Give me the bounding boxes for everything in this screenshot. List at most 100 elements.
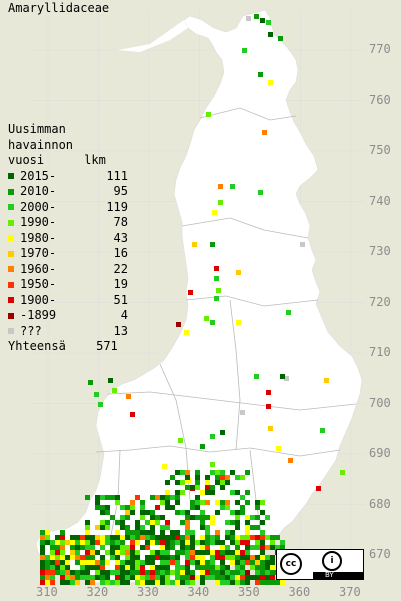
observation-square bbox=[98, 402, 103, 407]
observation-square bbox=[170, 545, 175, 550]
observation-square bbox=[95, 560, 100, 565]
observation-square bbox=[130, 540, 135, 545]
observation-square bbox=[270, 535, 275, 540]
observation-square bbox=[195, 560, 200, 565]
observation-square bbox=[220, 580, 225, 585]
observation-square bbox=[235, 535, 240, 540]
legend-total-label: Yhteensä bbox=[8, 339, 66, 353]
observation-square bbox=[165, 495, 170, 500]
legend-column-headers: vuosi lkm bbox=[8, 153, 128, 169]
observation-square bbox=[220, 470, 225, 475]
observation-square bbox=[200, 550, 205, 555]
observation-square bbox=[175, 495, 180, 500]
observation-square bbox=[215, 570, 220, 575]
legend-year: 1960- bbox=[20, 261, 57, 276]
observation-square bbox=[145, 555, 150, 560]
legend-year: 2010- bbox=[20, 184, 57, 198]
observation-square bbox=[170, 495, 175, 500]
legend-row: 1990- 78 bbox=[8, 215, 128, 231]
legend-col-year: vuosi bbox=[8, 153, 45, 167]
observation-square bbox=[200, 510, 205, 515]
observation-square bbox=[170, 540, 175, 545]
observation-square bbox=[255, 535, 260, 540]
observation-square bbox=[75, 535, 80, 540]
observation-square bbox=[215, 500, 220, 505]
observation-square bbox=[185, 540, 190, 545]
observation-square bbox=[230, 510, 235, 515]
observation-square bbox=[200, 575, 205, 580]
observation-square bbox=[150, 535, 155, 540]
observation-square bbox=[125, 535, 130, 540]
observation-square bbox=[170, 475, 175, 480]
observation-square bbox=[235, 555, 240, 560]
observation-square bbox=[135, 580, 140, 585]
observation-square bbox=[220, 500, 225, 505]
observation-square bbox=[180, 570, 185, 575]
legend-swatch bbox=[8, 250, 14, 257]
observation-square bbox=[240, 565, 245, 570]
observation-square bbox=[240, 540, 245, 545]
legend-swatch bbox=[8, 219, 14, 226]
observation-square bbox=[210, 515, 215, 520]
observation-square bbox=[200, 565, 205, 570]
observation-square bbox=[150, 495, 155, 500]
observation-square bbox=[70, 545, 75, 550]
observation-square bbox=[230, 580, 235, 585]
observation-square bbox=[155, 520, 160, 525]
observation-square bbox=[225, 530, 230, 535]
observation-square bbox=[85, 560, 90, 565]
y-axis-label: 670 bbox=[369, 547, 391, 561]
observation-square bbox=[145, 530, 150, 535]
observation-square bbox=[255, 555, 260, 560]
observation-square bbox=[165, 545, 170, 550]
observation-square bbox=[105, 575, 110, 580]
observation-square bbox=[195, 480, 200, 485]
observation-square bbox=[125, 555, 130, 560]
observation-square bbox=[235, 475, 240, 480]
y-axis-label: 700 bbox=[369, 395, 391, 410]
observation-square bbox=[115, 560, 120, 565]
observation-square bbox=[85, 530, 90, 535]
observation-square bbox=[150, 555, 155, 560]
observation-square bbox=[130, 555, 135, 560]
observation-square bbox=[85, 535, 90, 540]
observation-square bbox=[210, 555, 215, 560]
legend-swatch bbox=[8, 266, 14, 273]
observation-square bbox=[50, 540, 55, 545]
observation-square bbox=[105, 540, 110, 545]
observation-square bbox=[135, 570, 140, 575]
observation-square bbox=[185, 475, 190, 480]
observation-square bbox=[40, 575, 45, 580]
observation-square bbox=[80, 575, 85, 580]
observation-square bbox=[280, 540, 285, 545]
observation-square bbox=[265, 575, 270, 580]
observation-square bbox=[186, 478, 191, 483]
observation-square bbox=[125, 575, 130, 580]
y-axis-label: 720 bbox=[369, 294, 391, 309]
observation-square bbox=[210, 565, 215, 570]
observation-square bbox=[110, 555, 115, 560]
observation-square bbox=[65, 575, 70, 580]
observation-square bbox=[125, 545, 130, 550]
observation-square bbox=[206, 112, 211, 117]
observation-square bbox=[210, 470, 215, 475]
observation-square bbox=[88, 380, 93, 385]
observation-square bbox=[270, 555, 275, 560]
observation-square bbox=[340, 470, 345, 475]
observation-square bbox=[230, 530, 235, 535]
observation-square bbox=[265, 570, 270, 575]
observation-square bbox=[165, 575, 170, 580]
observation-square bbox=[75, 560, 80, 565]
observation-square bbox=[225, 555, 230, 560]
observation-square bbox=[145, 535, 150, 540]
observation-square bbox=[135, 565, 140, 570]
observation-square bbox=[215, 530, 220, 535]
observation-square bbox=[190, 540, 195, 545]
observation-square bbox=[60, 530, 65, 535]
observation-square bbox=[245, 500, 250, 505]
legend-year: 1990- bbox=[20, 215, 57, 229]
observation-square bbox=[242, 48, 247, 53]
y-axis-label: 690 bbox=[369, 446, 391, 460]
observation-square bbox=[225, 575, 230, 580]
cc-by-license-badge[interactable]: cc i BY bbox=[276, 549, 364, 580]
